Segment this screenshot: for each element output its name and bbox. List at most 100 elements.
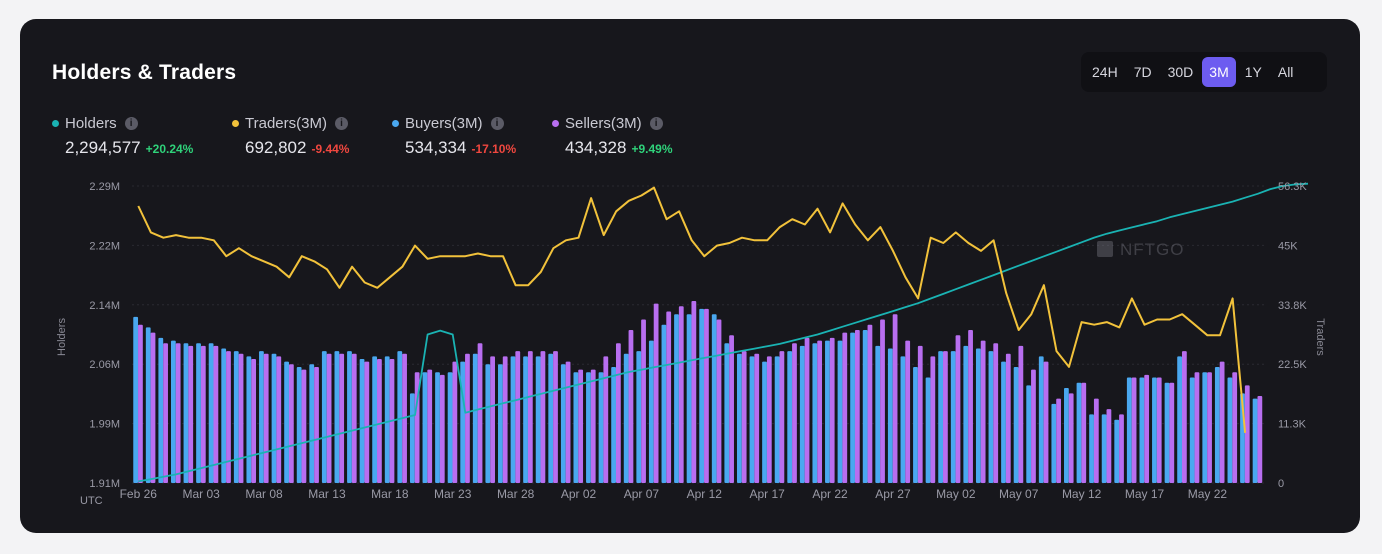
sellers-bar xyxy=(339,353,345,483)
sellers-bar xyxy=(968,330,973,483)
buyers-bar xyxy=(321,351,327,483)
x-tick-label: Mar 28 xyxy=(497,487,535,501)
buyers-bar xyxy=(246,356,252,483)
buyers-bar xyxy=(762,361,767,483)
buyers-bar xyxy=(1114,419,1120,483)
buyers-bar xyxy=(875,345,881,483)
info-icon[interactable]: i xyxy=(124,117,138,130)
info-icon[interactable]: i xyxy=(334,117,348,130)
sellers-bar xyxy=(955,335,961,483)
x-tick-label: Mar 23 xyxy=(434,487,472,501)
buyers-bar xyxy=(1139,377,1145,483)
buyers-bar xyxy=(963,345,969,483)
legend: Holders i 2,294,577 +20.24% Traders(3M) i 6… xyxy=(20,115,1360,165)
sellers-bar xyxy=(213,345,219,483)
sellers-bar xyxy=(691,301,697,483)
sellers-bar xyxy=(1219,361,1225,483)
buyers-bar xyxy=(799,345,805,483)
sellers-bar xyxy=(678,306,684,483)
tab-1y[interactable]: 1Y xyxy=(1244,64,1262,80)
buyers-bar xyxy=(1076,382,1082,483)
sellers-bar xyxy=(729,335,734,483)
buyers-bar xyxy=(233,351,239,483)
buyers-bar xyxy=(938,351,944,483)
right-tick-label: 45K xyxy=(1278,240,1298,252)
buyers-bar xyxy=(221,348,227,483)
sellers-bar xyxy=(754,353,760,483)
sellers-bar xyxy=(175,343,181,483)
buyers-bar xyxy=(145,327,151,483)
sellers-bar xyxy=(980,340,986,483)
left-tick-label: 2.22M xyxy=(89,240,120,252)
sellers-bar xyxy=(716,319,722,483)
sellers-bar xyxy=(427,369,433,483)
grid xyxy=(132,185,1264,484)
buyers-bar xyxy=(900,356,906,483)
buyers-bar xyxy=(510,356,516,483)
tab-24h[interactable]: 24H xyxy=(1092,64,1118,80)
sellers-bar xyxy=(163,343,168,483)
buyers-bar xyxy=(749,356,755,483)
legend-traders[interactable]: Traders(3M) i 692,802 -9.44% xyxy=(232,115,349,158)
x-tick-label: May 12 xyxy=(1062,487,1102,501)
buyers-bar xyxy=(837,340,843,483)
left-tick-label: 1.91M xyxy=(89,478,120,490)
sellers-bar xyxy=(414,372,420,483)
legend-holders-label: Holders xyxy=(65,115,117,132)
tab-7d[interactable]: 7D xyxy=(1133,64,1152,80)
tab-3m[interactable]: 3M xyxy=(1202,57,1236,87)
buyers-bar xyxy=(334,351,340,483)
buyers-bar xyxy=(409,393,415,483)
sellers-bar xyxy=(465,353,470,483)
sellers-bar xyxy=(1257,395,1263,483)
buyers-bar xyxy=(1126,377,1132,483)
right-tick-label: 11.3K xyxy=(1278,419,1307,431)
sellers-bar xyxy=(867,324,873,483)
buyers-bar xyxy=(586,372,591,483)
sellers-bar xyxy=(804,337,810,483)
tab-30d[interactable]: 30D xyxy=(1167,64,1194,80)
sellers-bar xyxy=(326,353,332,483)
buyers-bar xyxy=(548,353,554,483)
buyers-bar xyxy=(309,364,315,483)
right-tick-label: 0 xyxy=(1278,478,1284,490)
right-tick-label: 33.8K xyxy=(1278,300,1307,312)
buyers-bar xyxy=(296,366,302,483)
buyers-bar xyxy=(485,364,491,483)
sellers-bar xyxy=(276,356,282,483)
holders-traders-card: Holders & Traders 24H 7D 30D 3M 1Y All H… xyxy=(20,19,1360,533)
buyers-bar xyxy=(598,372,604,483)
right-axis-title: Traders xyxy=(1314,318,1326,356)
sellers-bar xyxy=(439,374,445,483)
x-tick-label: Mar 03 xyxy=(182,487,220,501)
sellers-bar xyxy=(792,343,797,483)
sellers-bar xyxy=(527,351,533,483)
buyers-bar xyxy=(1252,398,1258,483)
legend-buyers-value: 534,334 xyxy=(405,138,467,157)
sellers-bar xyxy=(1068,393,1074,483)
traders-dot-icon xyxy=(232,120,239,127)
legend-buyers[interactable]: Buyers(3M) i 534,334 -17.10% xyxy=(392,115,516,158)
sellers-bar xyxy=(553,351,558,483)
sellers-bar xyxy=(615,343,621,483)
sellers-bar xyxy=(1081,382,1087,483)
tab-all[interactable]: All xyxy=(1277,64,1294,80)
sellers-bar xyxy=(1232,372,1238,483)
buyers-bar xyxy=(1064,388,1069,483)
sellers-bar xyxy=(251,359,257,483)
buyers-bar xyxy=(397,351,403,483)
buyers-bar xyxy=(711,314,717,483)
buyers-bar xyxy=(925,377,931,483)
buyers-bar xyxy=(1227,377,1233,483)
info-icon[interactable]: i xyxy=(649,117,663,130)
buyers-bar xyxy=(1189,377,1195,483)
sellers-bar xyxy=(364,361,370,483)
legend-sellers[interactable]: Sellers(3M) i 434,328 +9.49% xyxy=(552,115,673,158)
buyers-bar xyxy=(787,351,793,483)
buyers-bar xyxy=(988,351,994,483)
sellers-dot-icon xyxy=(552,120,559,127)
legend-sellers-value: 434,328 xyxy=(565,138,627,157)
buyers-bar xyxy=(1013,366,1019,483)
legend-holders[interactable]: Holders i 2,294,577 +20.24% xyxy=(52,115,193,158)
info-icon[interactable]: i xyxy=(490,117,504,130)
